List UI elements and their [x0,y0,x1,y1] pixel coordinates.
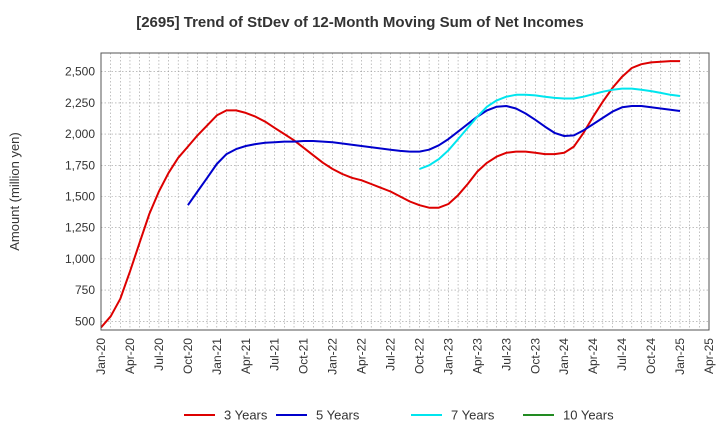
x-tick-label: Apr-20 [123,338,137,374]
y-tick-label: 2,000 [65,127,95,141]
x-tick-label: Jan-24 [557,338,571,375]
x-tick-label: Apr-24 [586,338,600,374]
legend-label: 5 Years [316,408,360,423]
legend-label: 7 Years [451,408,495,423]
series-line-7-years [419,87,681,170]
x-tick-label: Jul-24 [615,338,629,371]
y-tick-label: 1,250 [65,221,95,235]
x-tick-label: Jan-20 [94,338,108,375]
y-tick-label: 2,250 [65,96,95,110]
x-tick-label: Oct-20 [181,338,195,374]
x-tick-labels: Jan-20 Apr-20 Jul-20 Oct-20 Jan-21 Apr-21 Jul-… [94,338,716,375]
x-tick-label: Oct-24 [644,338,658,374]
y-tick-label: 2,500 [65,65,95,79]
series-line-3-years [100,60,680,329]
series-lines [100,60,681,329]
y-tick-label: 750 [75,283,95,297]
x-tick-label: Jan-23 [441,338,455,375]
y-tick-label: 1,000 [65,252,95,266]
x-tick-label: Apr-21 [239,338,253,374]
legend-label: 10 Years [563,408,614,423]
y-tick-label: 500 [75,314,95,328]
x-tick-label: Jan-22 [326,338,340,375]
x-tick-label: Jan-25 [673,338,687,375]
x-tick-label: Jul-23 [499,338,513,371]
x-tick-label: Oct-21 [297,338,311,374]
legend: 3 Years 5 Years 7 Years 10 Years [184,408,614,423]
x-tick-label: Jan-21 [210,338,224,375]
plot-background [101,53,709,330]
x-tick-label: Jul-22 [384,338,398,371]
x-tick-label: Apr-25 [702,338,716,374]
x-tick-label: Oct-22 [412,338,426,374]
x-tick-label: Oct-23 [528,338,542,374]
chart-title: [2695] Trend of StDev of 12-Month Moving… [136,14,584,31]
series-line-5-years [187,105,681,206]
y-tick-labels: 500 750 1,000 1,250 1,500 1,750 2,000 2,250 2,50… [65,65,95,329]
legend-label: 3 Years [224,408,268,423]
y-tick-label: 1,750 [65,158,95,172]
y-axis-title: Amount (million yen) [7,132,22,251]
x-tick-label: Apr-22 [355,338,369,374]
x-tick-label: Jul-20 [152,338,166,371]
x-tick-label: Jul-21 [268,338,282,371]
y-tick-label: 1,500 [65,189,95,203]
plot-frame [100,52,710,331]
x-tick-label: Apr-23 [470,338,484,374]
